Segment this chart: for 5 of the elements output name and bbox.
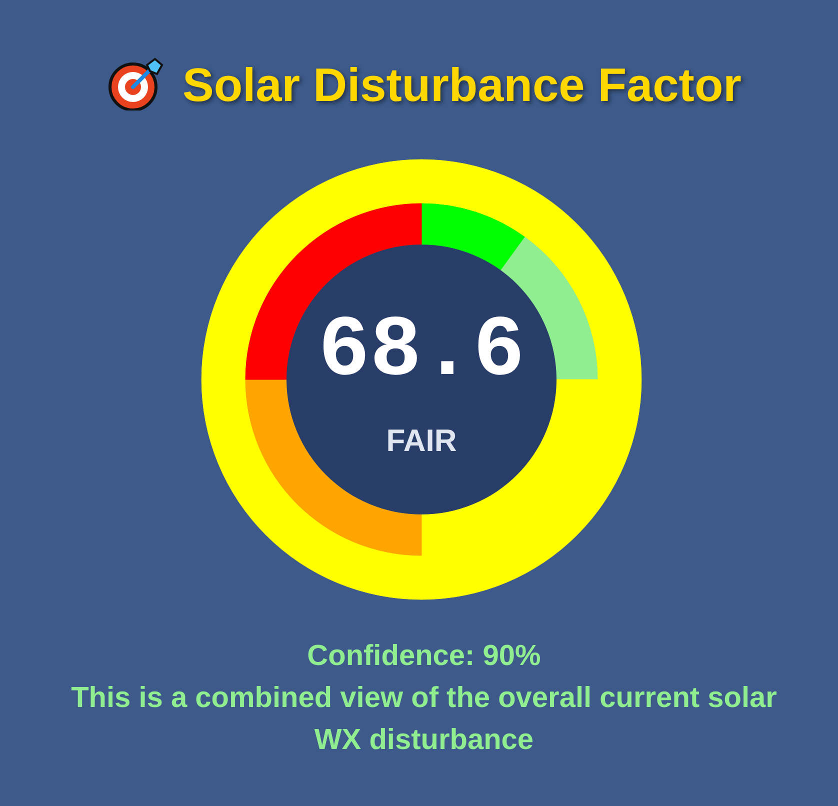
text: 68.6	[318, 302, 525, 400]
text: FAIR	[386, 423, 457, 458]
text: Confidence: 90%	[306, 639, 542, 674]
chart-title: Solar Disturbance Factor	[182, 57, 742, 114]
text: This is a combined view of the overall current solar WX disturbance	[70, 681, 778, 758]
